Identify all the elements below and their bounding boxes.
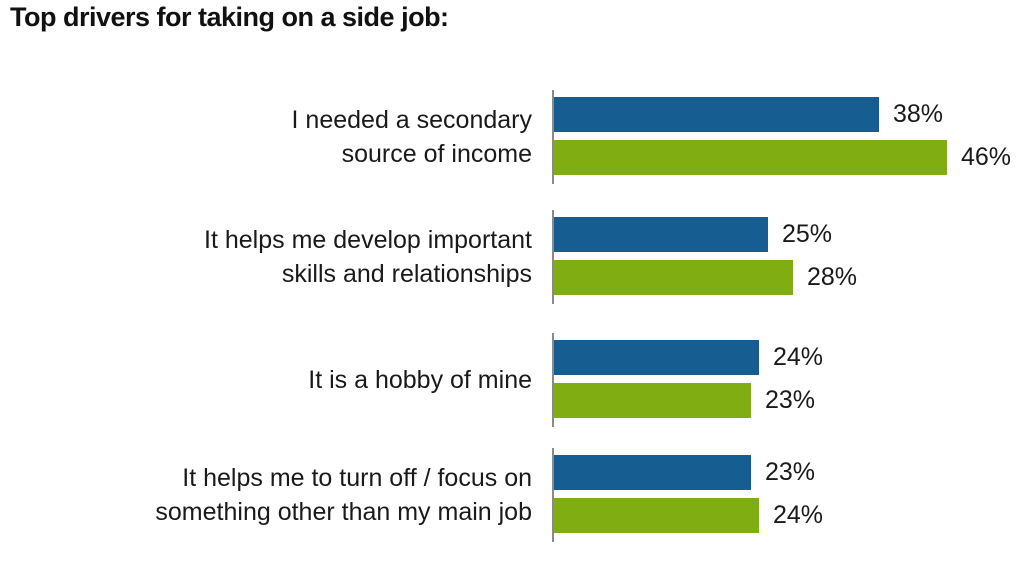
bar-series2	[554, 383, 751, 418]
bar-series1	[554, 97, 879, 132]
chart-title: Top drivers for taking on a side job:	[10, 2, 449, 32]
category-label-line: source of income	[341, 140, 532, 168]
bar-series2	[554, 260, 793, 295]
bar-series2	[554, 140, 947, 175]
bar-group-series1: 24%	[554, 340, 823, 375]
category-label-line: something other than my main job	[155, 498, 532, 526]
chart-row: I needed a secondary source of income 38% 4…	[0, 90, 1024, 184]
bar-group-series1: 25%	[554, 217, 832, 252]
chart-row: It helps me to turn off / focus on someth…	[0, 448, 1024, 542]
bar-group-series2: 23%	[554, 383, 815, 418]
category-label: I needed a secondary source of income	[0, 90, 540, 184]
value-label: 23%	[765, 386, 816, 414]
category-label-line: It helps me to turn off / focus on	[182, 464, 532, 492]
category-label-line: It is a hobby of mine	[308, 366, 532, 394]
bar-series1	[554, 455, 751, 490]
bar-group-series2: 46%	[554, 140, 1011, 175]
bar-group-series2: 24%	[554, 498, 823, 533]
category-label: It is a hobby of mine	[0, 333, 540, 427]
category-label-line: skills and relationships	[281, 260, 532, 288]
bar-group-series2: 28%	[554, 260, 857, 295]
value-label: 24%	[773, 501, 824, 529]
row-plot-area: 38% 46%	[552, 90, 1022, 184]
bar-series2	[554, 498, 759, 533]
axis-line	[552, 333, 554, 427]
category-label-line: It helps me develop important	[204, 226, 532, 254]
chart-row: It helps me develop important skills and …	[0, 210, 1024, 304]
bar-series1	[554, 340, 759, 375]
row-plot-area: 23% 24%	[552, 448, 1022, 542]
bar-series1	[554, 217, 768, 252]
category-label-line: I needed a secondary	[291, 106, 532, 134]
row-plot-area: 25% 28%	[552, 210, 1022, 304]
row-plot-area: 24% 23%	[552, 333, 1022, 427]
value-label: 24%	[773, 343, 824, 371]
chart-row: It is a hobby of mine 24% 23%	[0, 333, 1024, 427]
axis-line	[552, 448, 554, 542]
bar-group-series1: 38%	[554, 97, 943, 132]
axis-line	[552, 90, 554, 184]
bar-group-series1: 23%	[554, 455, 815, 490]
axis-line	[552, 210, 554, 304]
value-label: 38%	[893, 100, 944, 128]
value-label: 25%	[782, 220, 833, 248]
category-label: It helps me to turn off / focus on someth…	[0, 448, 540, 542]
value-label: 28%	[807, 263, 858, 291]
category-label: It helps me develop important skills and …	[0, 210, 540, 304]
value-label: 46%	[961, 143, 1012, 171]
value-label: 23%	[765, 458, 816, 486]
